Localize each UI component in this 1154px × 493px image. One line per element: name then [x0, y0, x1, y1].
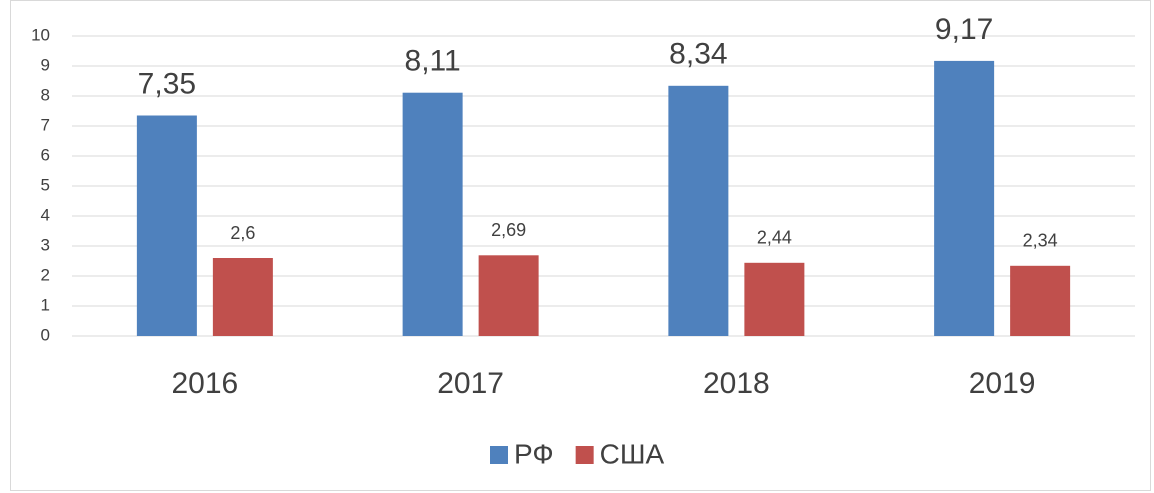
y-tick-label: 9	[41, 55, 50, 74]
bar	[668, 85, 729, 336]
legend-swatch	[575, 446, 594, 464]
bar	[402, 92, 463, 336]
y-tick-label: 1	[41, 295, 50, 314]
y-tick-label: 7	[41, 115, 50, 134]
x-tick-label: 2019	[969, 367, 1036, 400]
y-tick-label: 5	[41, 175, 50, 194]
y-tick-label: 8	[41, 85, 50, 104]
y-tick-label: 4	[41, 205, 50, 224]
data-label: 7,35	[138, 67, 196, 100]
x-tick-label: 2016	[172, 367, 239, 400]
y-tick-label: 10	[31, 25, 50, 44]
data-label: 8,34	[669, 38, 727, 71]
data-label: 2,69	[491, 220, 526, 240]
y-tick-label: 2	[41, 265, 50, 284]
bar	[1010, 265, 1071, 336]
x-tick-label: 2018	[703, 367, 770, 400]
legend-swatch	[490, 446, 508, 464]
data-label: 2,34	[1023, 231, 1058, 251]
data-label: 2,6	[230, 223, 255, 243]
legend-label: США	[600, 438, 665, 469]
bar	[136, 115, 197, 336]
y-tick-label: 3	[41, 235, 50, 254]
bar	[212, 258, 273, 336]
legend-label: РФ	[514, 438, 554, 469]
bar	[934, 60, 995, 337]
bar	[744, 262, 805, 336]
data-label: 2,44	[757, 228, 792, 248]
data-label: 8,11	[405, 45, 461, 78]
y-tick-label: 6	[41, 145, 50, 164]
bar	[478, 255, 539, 336]
data-label: 9,17	[935, 13, 993, 46]
x-tick-label: 2017	[437, 367, 504, 400]
y-tick-label: 0	[41, 325, 50, 344]
